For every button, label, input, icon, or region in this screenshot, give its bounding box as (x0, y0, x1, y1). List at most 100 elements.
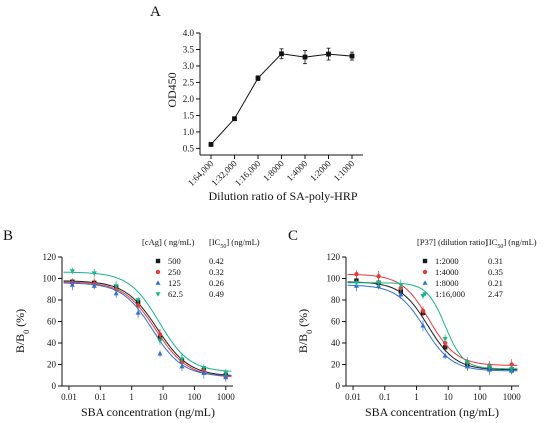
panel-b-data-point (201, 365, 207, 371)
panel-a-x-tick-label: 1:4000 (285, 158, 310, 183)
panel-c-data-point (376, 274, 381, 279)
panel-c-y-tick-label: 60 (331, 317, 341, 327)
panel-c-legend-ic50: 0.21 (488, 278, 503, 288)
panel-a-y-tick-label: 2.0 (183, 94, 195, 104)
panel-b-x-axis-label: SBA concentration (ng/mL) (81, 405, 215, 419)
panel-a-x-axis-label: Dilution ratio of SA-poly-HRP (209, 189, 358, 203)
panel-b-data-point (157, 332, 163, 337)
panel-a-y-tick-label: 3.0 (183, 61, 195, 71)
panel-b-data-point (113, 284, 119, 289)
panel-c-legend-label: 1:16,000 (435, 289, 465, 299)
panel-c: C SBA concentration (ng/mL) B/B0 (%) [P3… (288, 228, 537, 419)
panel-c-legend-marker (422, 280, 428, 285)
panel-c-x-tick-label: 0.01 (345, 392, 361, 402)
panel-c-legend-title-ratio: [P37] (dilution ratio) (417, 237, 488, 247)
panel-b-x-tick-label: 10 (159, 392, 169, 402)
panel-a-data-point (349, 53, 355, 59)
panel-a-series-line (210, 53, 353, 145)
panel-c-y-tick-label: 40 (331, 338, 341, 348)
panel-b-fit-curve (63, 281, 232, 378)
panel-c-legend-title-ic50: [IC50] (ng/mL) (486, 237, 537, 250)
panel-b-data-point (157, 339, 163, 344)
panel-c-legend-ic50: 0.31 (488, 256, 503, 266)
panel-c-data-point (420, 323, 426, 328)
panel-c-data-point (398, 291, 404, 297)
panel-b-y-tick-label: 60 (47, 317, 57, 327)
panel-a-data-point (326, 51, 331, 57)
panel-b-legend-ic50: 0.49 (209, 289, 224, 299)
panel-b-data-point (91, 271, 97, 276)
panel-b-y-tick-label: 20 (47, 360, 57, 370)
panel-c-x-tick-label: 10 (444, 392, 454, 402)
panel-c-x-tick-label: 1000 (503, 392, 522, 402)
panel-c-y-axis-label: B/B0 (%) (296, 309, 314, 353)
panel-b-x-tick-label: 100 (188, 392, 202, 402)
panel-b-data-point (135, 310, 141, 315)
panel-c-data-point (486, 364, 493, 370)
panel-c-legend-label: 1:4000 (435, 267, 459, 277)
panel-c-legend-marker (422, 292, 428, 297)
panel-a-x-tick-label: 1:1000 (332, 158, 357, 183)
panel-a-x-tick-label: 1:8000 (261, 158, 286, 183)
panel-b-legend-ic50: 0.26 (209, 278, 224, 288)
panel-c-x-tick-label: 0.1 (379, 392, 390, 402)
panel-b-letter: B (3, 228, 13, 244)
panel-c-legend-ic50: 0.35 (488, 267, 503, 277)
panel-b-data-point (91, 283, 97, 288)
panel-a-data-point (255, 75, 261, 81)
panel-a-y-tick-label: 4.0 (183, 28, 195, 38)
panel-a-y-axis-label: OD450 (165, 72, 179, 107)
panel-b-data-point (223, 371, 229, 376)
panel-c-data-point (420, 308, 426, 313)
panel-c-x-axis-label: SBA concentration (ng/mL) (365, 405, 499, 419)
panel-c-x-tick-label: 100 (473, 392, 487, 402)
panel-b-legend-title-conc: [cAg] ( ng/mL) (142, 237, 195, 247)
panel-c-data-point (354, 272, 359, 277)
panel-b-legend-marker (155, 269, 161, 275)
panel-c-y-tick-label: 20 (331, 360, 341, 370)
panel-c-y-tick-label: 120 (327, 252, 341, 262)
panel-b-legend-title-ic50: [IC50] (ng/mL) (209, 237, 260, 250)
panel-a-data-point (208, 142, 214, 147)
panel-c-x-tick-label: 1 (414, 392, 419, 402)
panel-b-legend-label: 250 (168, 267, 181, 277)
panel-a-y-tick-label: 1.5 (183, 110, 195, 120)
panel-b-data-point (179, 364, 185, 369)
panel-b-y-tick-label: 120 (43, 252, 57, 262)
panel-a-x-tick-label: 1:16,000 (233, 158, 263, 188)
panel-c-data-point (398, 283, 404, 288)
panel-b-y-tick-label: 0 (52, 381, 57, 391)
panel-c-y-tick-label: 100 (327, 274, 341, 284)
panel-a-y-tick-label: 1.0 (183, 127, 195, 137)
panel-c-legend-ic50: 2.47 (488, 289, 503, 299)
panel-b-x-tick-label: 1000 (217, 392, 236, 402)
panel-b-fit-curve (63, 282, 232, 377)
panel-c-data-point (509, 367, 515, 372)
panel-c-y-tick-label: 80 (331, 295, 341, 305)
panel-b-x-tick-label: 0.01 (61, 392, 77, 402)
panel-c-legend-label: 1:2000 (435, 256, 459, 266)
panel-a-data-point (232, 116, 237, 122)
panel-b-fit-curve (63, 280, 232, 376)
panel-b-legend-label: 62.5 (168, 289, 183, 299)
panel-b-legend-marker (155, 258, 161, 264)
panel-b-legend-ic50: 0.32 (209, 267, 224, 277)
panel-b-data-point (201, 370, 207, 375)
panel-a-y-tick-label: 3.5 (183, 44, 195, 54)
panel-b-data-point (157, 351, 163, 356)
panel-a-letter: A (150, 4, 161, 20)
panel-b-data-point (69, 282, 75, 287)
panel-a: A Dilution ratio of SA-poly-HRP OD450 0.… (150, 4, 363, 203)
panel-b-data-point (135, 303, 141, 308)
panel-a-data-point (302, 54, 308, 60)
panel-b-legend-marker (155, 280, 161, 285)
panel-a-data-point (279, 51, 284, 57)
panel-b-x-tick-label: 1 (129, 392, 134, 402)
panel-c-legend-marker (422, 258, 428, 264)
panel-c-data-point (464, 360, 470, 365)
panel-b-data-point (113, 290, 119, 296)
panel-b-legend-label: 125 (168, 278, 181, 288)
panel-a-y-tick-label: 2.5 (183, 77, 195, 87)
panel-b-legend-ic50: 0.42 (209, 256, 224, 266)
